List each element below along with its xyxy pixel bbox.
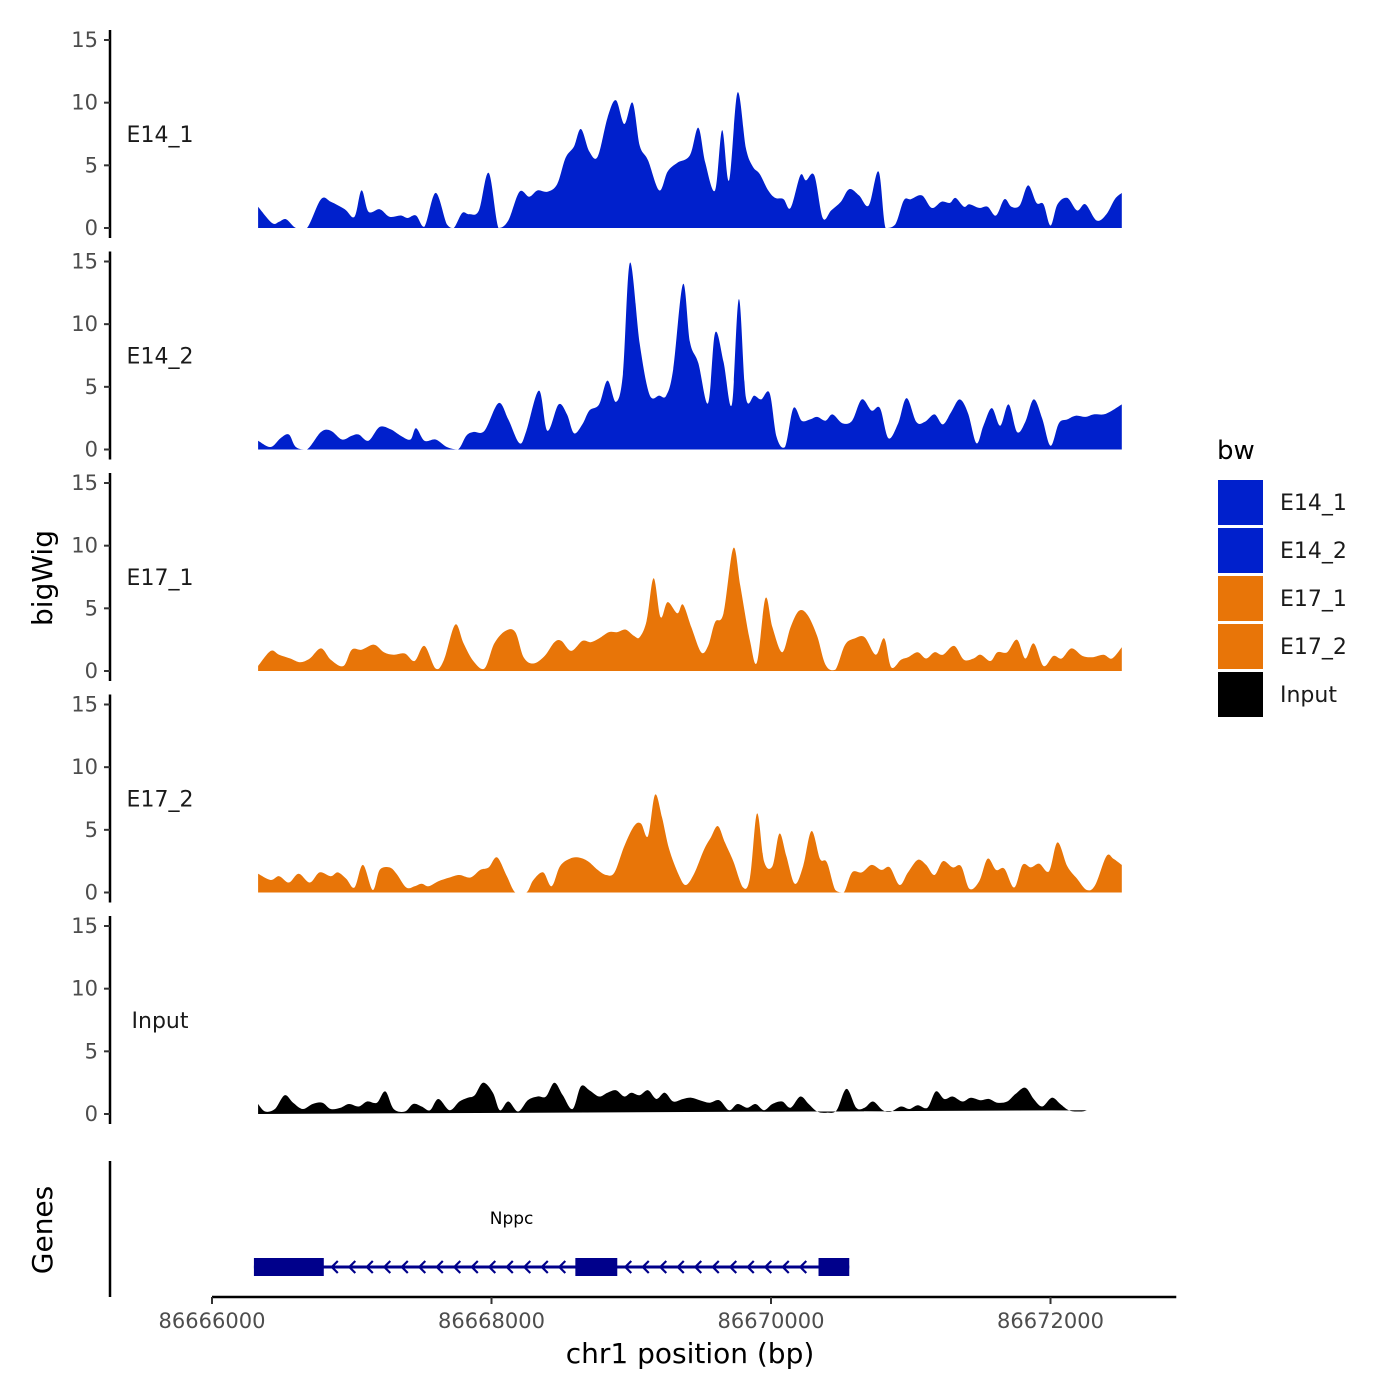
legend-label: E14_1 xyxy=(1280,491,1347,516)
y-tick-label: 5 xyxy=(85,818,98,842)
gene-Nppc: Nppc xyxy=(253,1209,850,1276)
signal-area-E14_2 xyxy=(258,262,1122,450)
gene-track-panel: Nppc xyxy=(108,1161,850,1297)
gene-exon xyxy=(253,1258,324,1276)
y-tick-label: 5 xyxy=(85,153,98,177)
strand-arrow xyxy=(522,1260,532,1274)
strand-arrow xyxy=(557,1260,567,1274)
track-label: E14_2 xyxy=(127,345,194,370)
legend: bw E14_1 E14_2 E17_1 E17_2 Input xyxy=(1217,436,1347,717)
y-tick-label: 0 xyxy=(85,1102,98,1126)
strand-arrow xyxy=(781,1260,790,1274)
y-tick-label: 0 xyxy=(85,659,98,683)
legend-label: E17_2 xyxy=(1280,635,1347,660)
track-E17_1: 0 5 10 15 E17_1 xyxy=(71,471,1122,683)
strand-arrow xyxy=(470,1260,479,1274)
legend-label: E14_2 xyxy=(1280,539,1347,564)
track-label: E14_1 xyxy=(127,123,194,148)
y-tick-label: 15 xyxy=(71,471,98,495)
legend-key-E17_1 xyxy=(1218,576,1263,621)
strand-arrow xyxy=(435,1260,444,1274)
strand-arrow xyxy=(330,1260,339,1274)
strand-arrow xyxy=(417,1260,427,1274)
strand-arrow xyxy=(763,1260,773,1274)
y-tick-label: 5 xyxy=(85,375,98,399)
gene-name-label: Nppc xyxy=(490,1209,534,1229)
track-label: Input xyxy=(132,1009,189,1034)
track-Input: 0 5 10 15 Input xyxy=(71,914,1087,1126)
y-axis-title: bigWig xyxy=(26,530,59,626)
legend-key-Input xyxy=(1218,672,1263,717)
y-tick-label: 10 xyxy=(71,312,98,336)
strand-arrow xyxy=(452,1260,462,1274)
strand-arrow xyxy=(505,1260,514,1274)
gene-exon xyxy=(818,1258,850,1276)
strand-arrow xyxy=(676,1260,685,1274)
y-tick-label: 0 xyxy=(85,438,98,462)
strand-arrow xyxy=(347,1260,357,1274)
strand-arrow xyxy=(641,1260,650,1274)
strand-arrow xyxy=(540,1260,549,1274)
legend-label: E17_1 xyxy=(1280,587,1347,612)
strand-arrow xyxy=(382,1260,392,1274)
x-tick-label: 86666000 xyxy=(159,1309,266,1333)
strand-arrow xyxy=(658,1260,668,1274)
legend-key-E14_2 xyxy=(1218,528,1263,573)
track-label: E17_2 xyxy=(127,788,194,813)
genes-axis-title: Genes xyxy=(26,1186,59,1274)
track-E14_2: 0 5 10 15 E14_2 xyxy=(71,250,1122,462)
y-tick-label: 10 xyxy=(71,755,98,779)
track-E17_2: 0 5 10 15 E17_2 xyxy=(71,693,1122,905)
y-tick-label: 0 xyxy=(85,881,98,905)
x-tick-label: 86670000 xyxy=(718,1309,825,1333)
y-tick-label: 15 xyxy=(71,28,98,52)
strand-arrow xyxy=(798,1260,808,1274)
strand-arrow xyxy=(623,1260,633,1274)
strand-arrow xyxy=(693,1260,703,1274)
strand-arrow xyxy=(487,1260,497,1274)
x-tick-label: 86668000 xyxy=(438,1309,545,1333)
strand-arrow xyxy=(746,1260,755,1274)
strand-arrow xyxy=(711,1260,720,1274)
y-tick-label: 15 xyxy=(71,250,98,274)
track-panels: 0 5 10 15 E14_1 0 5 10 15 E14_2 0 5 10 15 E17_1 0 5 10 15 E… xyxy=(71,28,1122,1126)
strand-arrow xyxy=(400,1260,409,1274)
signal-area-Input xyxy=(258,1082,1087,1114)
legend-key-E17_2 xyxy=(1218,624,1263,669)
signal-area-E17_2 xyxy=(258,794,1122,893)
strand-arrow xyxy=(365,1260,374,1274)
y-tick-label: 5 xyxy=(85,596,98,620)
y-tick-label: 10 xyxy=(71,534,98,558)
track-E14_1: 0 5 10 15 E14_1 xyxy=(71,28,1122,240)
x-axis-title: chr1 position (bp) xyxy=(566,1337,815,1370)
signal-area-E14_1 xyxy=(258,92,1122,229)
legend-title: bw xyxy=(1217,436,1255,466)
y-tick-label: 10 xyxy=(71,91,98,115)
y-tick-label: 15 xyxy=(71,914,98,938)
legend-label: Input xyxy=(1280,683,1337,708)
y-tick-label: 5 xyxy=(85,1039,98,1063)
strand-arrow xyxy=(728,1260,738,1274)
track-label: E17_1 xyxy=(127,566,194,591)
signal-area-E17_1 xyxy=(258,547,1122,671)
y-tick-label: 10 xyxy=(71,977,98,1001)
x-tick-label: 86672000 xyxy=(997,1309,1104,1333)
x-axis: 86666000 86668000 86670000 86672000 xyxy=(159,1295,1177,1333)
legend-key-E14_1 xyxy=(1218,480,1263,525)
y-tick-label: 15 xyxy=(71,693,98,717)
y-tick-label: 0 xyxy=(85,216,98,240)
gene-exon xyxy=(575,1258,618,1276)
